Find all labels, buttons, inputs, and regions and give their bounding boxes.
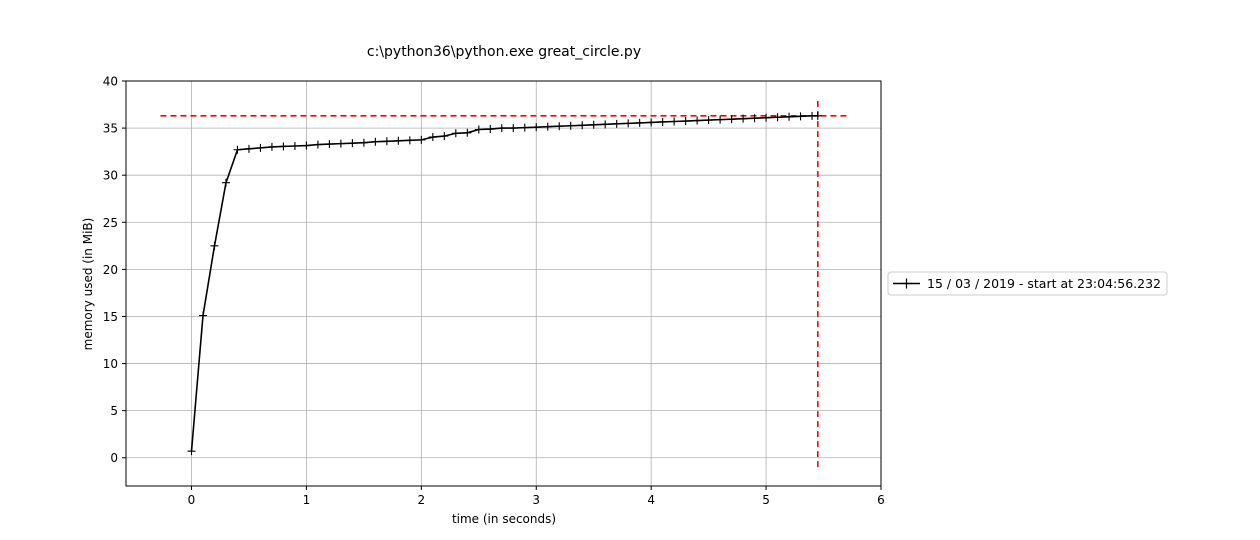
data-point-marker — [578, 121, 587, 130]
data-point-marker — [394, 136, 403, 145]
y-axis-label: memory used (in MiB) — [81, 218, 95, 351]
data-point-marker — [704, 116, 713, 125]
legend-label: 15 / 03 / 2019 - start at 23:04:56.232 — [927, 276, 1161, 291]
data-point-marker — [555, 122, 564, 131]
data-point-marker — [210, 241, 219, 250]
y-tick-label: 10 — [103, 357, 118, 371]
data-point-marker — [589, 120, 598, 129]
data-point-marker — [313, 140, 322, 149]
data-point-marker — [813, 111, 822, 120]
data-point-marker — [417, 135, 426, 144]
legend-box — [887, 271, 1168, 296]
data-point-marker — [336, 139, 345, 148]
x-tick-label: 1 — [303, 493, 311, 507]
legend-marker-swatch — [901, 278, 912, 289]
data-point-marker — [635, 118, 644, 127]
data-point-marker — [371, 137, 380, 146]
data-point-marker — [451, 129, 460, 138]
grid-lines — [126, 80, 882, 486]
data-point-marker — [750, 114, 759, 123]
data-point-marker — [612, 119, 621, 128]
data-point-marker — [233, 145, 242, 154]
data-point-marker — [624, 119, 633, 128]
x-tick-label: 2 — [418, 493, 426, 507]
data-point-marker — [658, 117, 667, 126]
data-point-marker — [566, 121, 575, 130]
data-point-marker — [244, 144, 253, 153]
data-point-marker — [773, 113, 782, 122]
data-point-marker — [681, 117, 690, 126]
data-point-marker — [325, 140, 334, 149]
data-point-marker — [348, 139, 357, 148]
data-point-marker — [405, 136, 414, 145]
axis-ticks: 0 1 2 3 4 5 6 0 5 10 15 20 25 30 35 40 — [103, 75, 885, 508]
x-tick-label: 3 — [532, 493, 540, 507]
legend: 15 / 03 / 2019 - start at 23:04:56.232 — [887, 271, 1168, 296]
data-point-marker — [440, 132, 449, 141]
data-point-marker — [601, 120, 610, 129]
data-point-marker — [359, 138, 368, 147]
data-point-marker — [382, 137, 391, 146]
x-tick-label: 5 — [762, 493, 770, 507]
data-point-marker — [739, 114, 748, 123]
y-tick-label: 5 — [110, 404, 118, 418]
y-tick-label: 30 — [103, 169, 118, 183]
data-point-marker — [785, 112, 794, 121]
y-tick-label: 20 — [103, 263, 118, 277]
data-point-marker — [221, 178, 230, 187]
x-tick-label: 6 — [877, 493, 885, 507]
data-point-marker — [670, 117, 679, 126]
data-point-marker — [302, 141, 311, 150]
data-point-marker — [762, 113, 771, 122]
data-point-marker — [716, 115, 725, 124]
data-point-marker — [486, 125, 495, 134]
y-tick-label: 25 — [103, 216, 118, 230]
y-tick-label: 40 — [103, 75, 118, 89]
data-point-marker — [647, 118, 656, 127]
data-point-marker — [497, 124, 506, 133]
plot-frame — [125, 80, 882, 487]
data-point-marker — [267, 142, 276, 151]
data-point-marker — [474, 125, 483, 134]
x-tick-label: 0 — [188, 493, 196, 507]
chart-title: c:\python36\python.exe great_circle.py — [367, 44, 641, 60]
x-axis-label: time (in seconds) — [452, 512, 556, 526]
data-point-marker — [693, 116, 702, 125]
y-tick-label: 0 — [110, 451, 118, 465]
data-point-marker — [509, 124, 518, 133]
data-point-marker — [727, 115, 736, 124]
data-point-marker — [187, 447, 196, 456]
data-point-marker — [279, 142, 288, 151]
y-tick-label: 15 — [103, 310, 118, 324]
data-point-marker — [796, 112, 805, 121]
data-point-marker — [256, 143, 265, 152]
data-point-marker — [463, 128, 472, 137]
series-layer — [187, 111, 822, 456]
data-point-marker — [532, 123, 541, 132]
data-point-marker — [543, 122, 552, 131]
data-point-marker — [290, 141, 299, 150]
x-tick-label: 4 — [647, 493, 655, 507]
y-tick-label: 35 — [103, 122, 118, 136]
data-point-marker — [520, 123, 529, 132]
data-point-marker — [198, 311, 207, 320]
series-line — [190, 115, 818, 452]
reference-lines — [160, 99, 849, 468]
data-point-marker — [428, 133, 437, 142]
